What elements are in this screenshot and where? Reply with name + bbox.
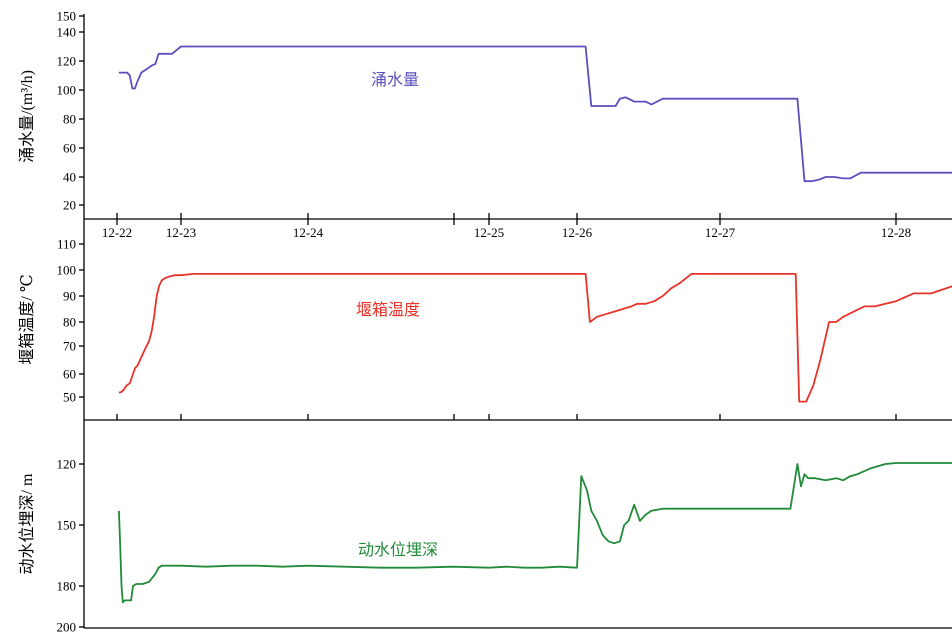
series-line xyxy=(118,45,952,183)
x-tick-label: 12-24 xyxy=(293,225,324,240)
y-tick-label: 200 xyxy=(57,620,77,633)
x-tick-label: 12-28 xyxy=(881,225,911,240)
x-tick-label: 12-25 xyxy=(474,225,504,240)
y-tick-label: 150 xyxy=(57,518,77,533)
y-axis-title: 堰箱温度/ ℃ xyxy=(18,274,36,364)
y-tick-label: 60 xyxy=(63,141,76,156)
y-tick-label: 180 xyxy=(57,579,77,594)
y-tick-label: 60 xyxy=(63,367,76,382)
y-axis-title: 动水位埋深/ m xyxy=(18,473,36,574)
series-annotation: 堰箱温度 xyxy=(356,301,420,319)
y-tick-label: 140 xyxy=(57,25,77,40)
y-tick-label: 110 xyxy=(57,237,76,252)
series-annotation: 涌水量 xyxy=(371,71,419,89)
x-tick-label: 12-26 xyxy=(562,225,593,240)
series-annotation: 动水位埋深 xyxy=(358,541,438,559)
y-tick-label: 150 xyxy=(57,9,77,24)
x-tick-label: 12-22 xyxy=(102,225,132,240)
y-tick-label: 90 xyxy=(63,289,76,304)
y-tick-label: 100 xyxy=(57,83,77,98)
y-tick-label: 70 xyxy=(63,339,76,354)
panel-2: 50 60 70 80 90 100 110 堰箱温度/ ℃ 堰箱温度 xyxy=(18,219,952,421)
panel-3: 120 150 180 200 动水位埋深/ m 动水位埋深 xyxy=(18,420,952,633)
y-tick-label: 100 xyxy=(57,263,77,278)
y-tick-label: 120 xyxy=(57,457,77,472)
y-tick-label: 120 xyxy=(57,54,77,69)
y-tick-label: 20 xyxy=(63,198,76,213)
y-tick-label: 80 xyxy=(63,112,76,127)
series-line xyxy=(118,462,952,604)
x-tick-label: 12-27 xyxy=(705,225,736,240)
x-tick-label: 12-23 xyxy=(166,225,196,240)
y-tick-label: 40 xyxy=(63,170,76,185)
series-line xyxy=(118,272,952,403)
y-tick-label: 80 xyxy=(63,315,76,330)
y-axis-title: 涌水量/(m³/h) xyxy=(18,70,36,163)
y-tick-label: 50 xyxy=(63,390,76,405)
